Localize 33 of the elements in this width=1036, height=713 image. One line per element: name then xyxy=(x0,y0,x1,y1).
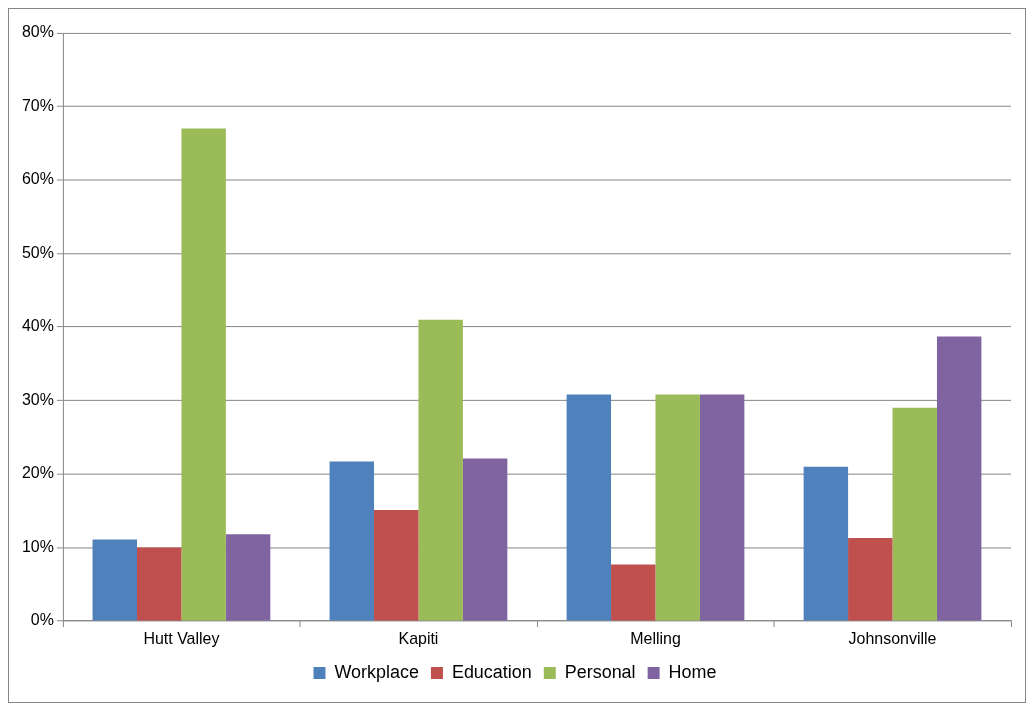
bar xyxy=(892,407,937,621)
legend-label: Personal xyxy=(564,662,636,683)
bar xyxy=(225,534,271,621)
y-tick-label: 70% xyxy=(21,96,54,114)
y-tick-label: 80% xyxy=(21,23,54,41)
bar xyxy=(803,466,849,621)
legend-label: Home xyxy=(668,662,717,683)
bar xyxy=(566,394,612,621)
bar xyxy=(611,564,656,621)
y-tick-label: 0% xyxy=(30,611,54,629)
bar xyxy=(462,458,508,621)
y-tick-label: 50% xyxy=(21,243,54,261)
x-tick-label: Hutt Valley xyxy=(143,629,220,647)
bar xyxy=(655,394,700,621)
legend-label: Workplace xyxy=(334,662,419,683)
bar xyxy=(418,319,463,621)
bar xyxy=(374,510,419,621)
y-tick-label: 40% xyxy=(21,317,54,335)
bar xyxy=(181,128,226,621)
y-tick-label: 60% xyxy=(21,170,54,188)
y-tick-label: 20% xyxy=(21,464,54,482)
x-tick-label: Johnsonville xyxy=(848,629,937,647)
y-tick-label: 30% xyxy=(21,390,54,408)
legend-label: Education xyxy=(451,662,532,683)
bar xyxy=(699,394,745,621)
bar xyxy=(936,336,982,621)
x-tick-label: Kapiti xyxy=(398,629,439,647)
bar xyxy=(329,461,375,621)
x-tick-label: Melling xyxy=(630,629,681,647)
bar xyxy=(92,539,137,621)
y-tick-label: 10% xyxy=(21,537,54,555)
bar xyxy=(848,537,893,621)
bar xyxy=(136,547,182,621)
